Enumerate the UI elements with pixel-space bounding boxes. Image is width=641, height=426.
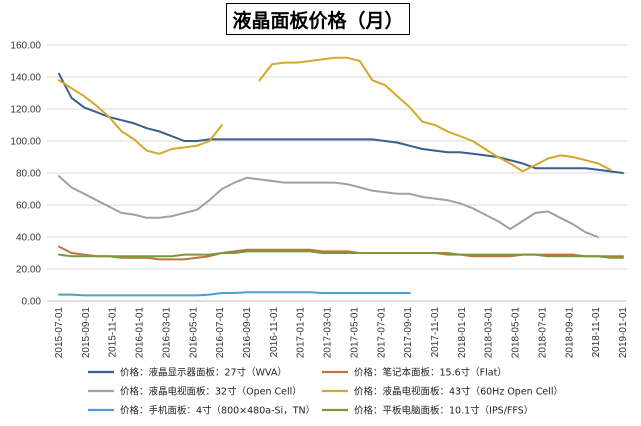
x-tick-label: 2017-11-01 (430, 307, 441, 358)
legend-label: 价格：液晶电视面板：32寸（Open Cell） (120, 386, 302, 398)
x-tick-label: 2015-09-01 (81, 307, 92, 359)
x-tick-label: 2015-07-01 (54, 307, 65, 359)
x-tick-label: 2016-07-01 (215, 307, 226, 359)
x-tick-label: 2017-05-01 (349, 307, 360, 359)
x-tick-label: 2018-11-01 (591, 307, 602, 358)
x-tick-label: 2016-05-01 (188, 307, 199, 359)
x-tick-label: 2017-09-01 (403, 307, 414, 359)
y-tick-label: 100.00 (10, 137, 41, 148)
y-tick-label: 160.00 (10, 41, 41, 52)
x-tick-label: 2016-01-01 (135, 307, 146, 359)
x-tick-label: 2017-03-01 (323, 307, 334, 359)
x-tick-label: 2017-01-01 (296, 307, 307, 359)
x-tick-label: 2015-11-01 (108, 307, 119, 358)
y-tick-label: 120.00 (10, 105, 41, 116)
y-tick-label: 140.00 (10, 73, 41, 84)
legend-label: 价格：笔记本面板：15.6寸（Flat） (354, 367, 507, 379)
x-tick-label: 2017-07-01 (376, 307, 387, 359)
x-tick-label: 2016-03-01 (161, 307, 172, 359)
y-tick-label: 40.00 (16, 233, 41, 244)
legend-label: 价格：平板电脑面板：10.1寸（IPS/FFS） (354, 405, 533, 417)
series-line (58, 72, 624, 174)
x-tick-label: 2018-09-01 (564, 307, 575, 359)
y-tick-label: 60.00 (16, 201, 41, 212)
series-line (58, 291, 411, 297)
x-tick-label: 2018-07-01 (537, 307, 548, 359)
legend-label: 价格：液晶电视面板：43寸（60Hz Open Cell） (354, 386, 563, 398)
x-tick-label: 2016-09-01 (242, 307, 253, 359)
y-tick-label: 80.00 (16, 169, 41, 180)
series-line (58, 56, 612, 173)
y-tick-label: 0.00 (22, 297, 42, 308)
x-tick-label: 2018-01-01 (457, 307, 468, 359)
x-tick-label: 2018-05-01 (511, 307, 522, 359)
legend-label: 价格：手机面板：4寸（800×480a-Si，TN） (120, 405, 315, 417)
legend-label: 价格：液晶显示器面板：27寸（WVA） (120, 367, 287, 379)
x-tick-label: 2016-11-01 (269, 307, 280, 358)
x-tick-label: 2018-03-01 (484, 307, 495, 359)
series-line (58, 175, 599, 238)
series-line (58, 250, 624, 259)
chart-title: 液晶面板价格（月） (226, 3, 410, 35)
y-tick-label: 20.00 (16, 265, 41, 276)
x-tick-label: 2019-01-01 (618, 307, 629, 359)
